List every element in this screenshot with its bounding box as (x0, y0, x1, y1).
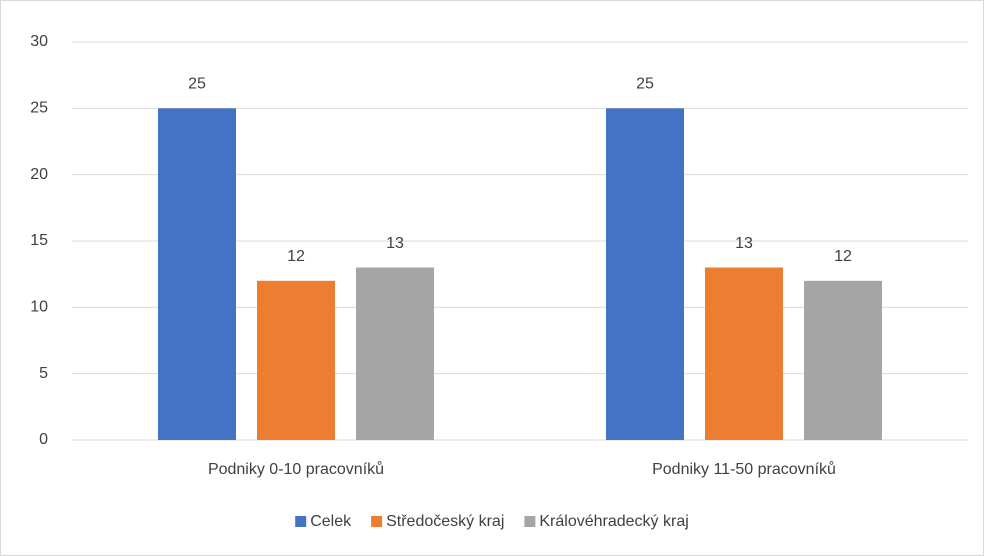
y-tick-label: 0 (39, 431, 48, 448)
legend-swatch (371, 516, 383, 527)
bar (606, 108, 684, 440)
bar (257, 280, 335, 440)
y-tick-label: 15 (30, 232, 48, 249)
bar (158, 108, 236, 440)
legend-label: Královéhradecký kraj (539, 513, 688, 530)
data-label: 13 (386, 235, 404, 252)
y-tick-label: 10 (30, 299, 48, 316)
y-tick-label: 25 (30, 100, 48, 117)
x-tick-label: Podniky 11-50 pracovníků (652, 460, 836, 478)
data-label: 13 (735, 235, 753, 252)
legend-swatch (524, 516, 536, 527)
legend-swatch (295, 516, 307, 527)
legend-label: Středočeský kraj (386, 513, 504, 530)
data-label: 25 (188, 76, 206, 93)
data-label: 12 (287, 248, 305, 265)
y-tick-label: 30 (30, 33, 48, 50)
data-label: 25 (636, 76, 654, 93)
bar (356, 267, 434, 440)
bar (804, 280, 882, 440)
bar (705, 267, 783, 440)
data-label: 12 (834, 248, 852, 265)
y-tick-label: 20 (30, 166, 48, 183)
x-tick-label: Podniky 0-10 pracovníků (208, 460, 384, 478)
y-tick-label: 5 (39, 365, 48, 382)
legend-label: Celek (310, 513, 352, 530)
